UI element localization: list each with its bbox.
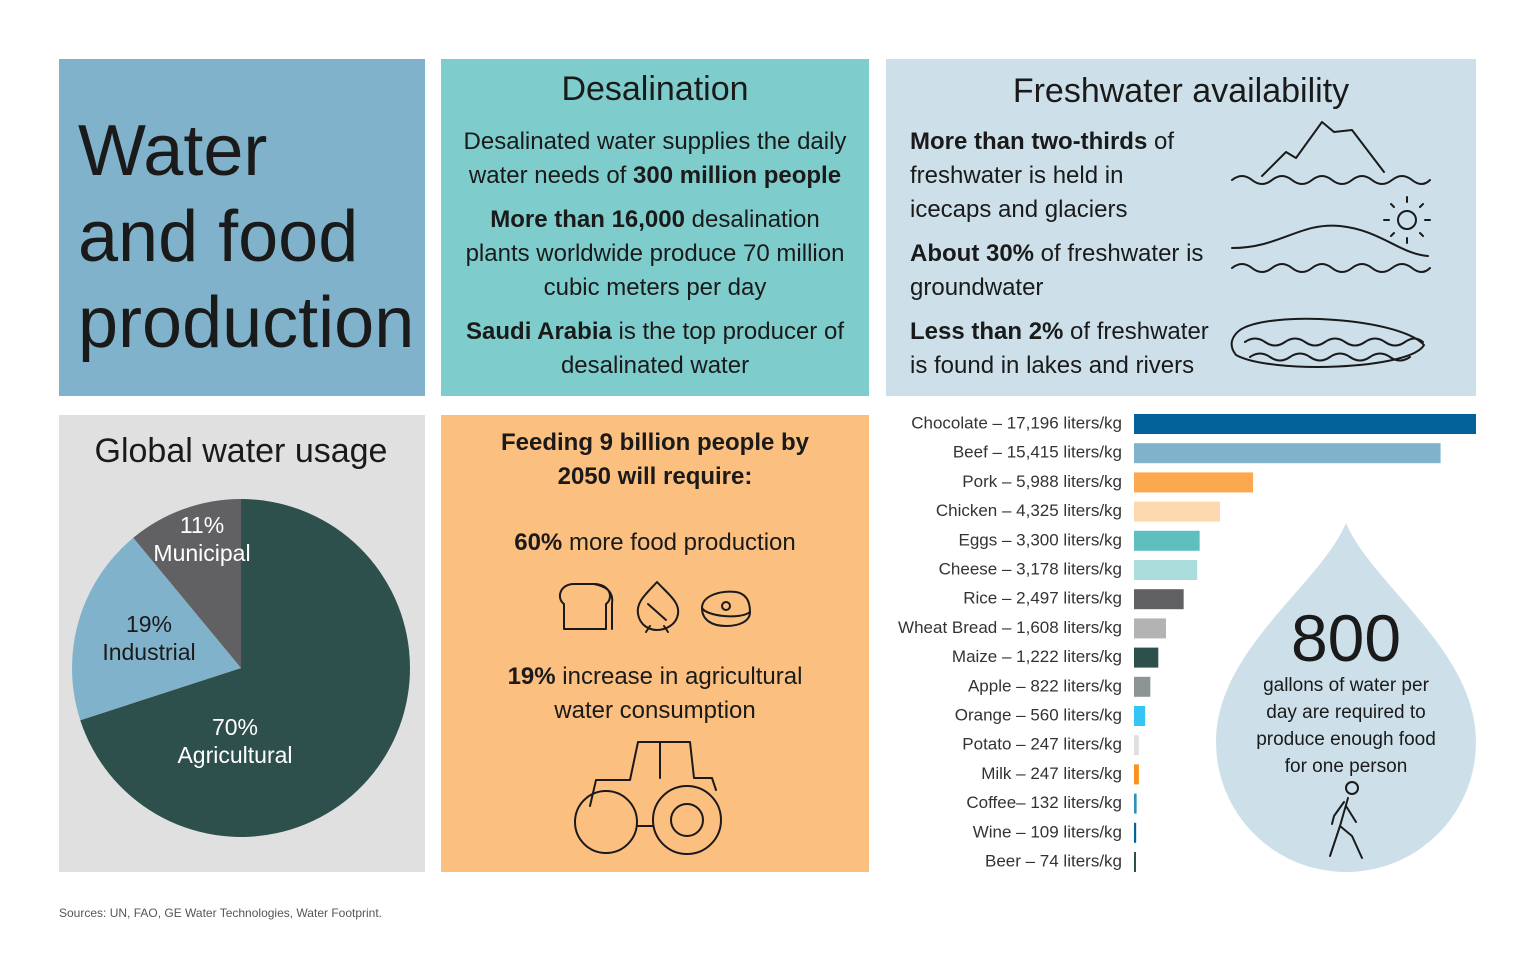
pie-category-label: Municipal bbox=[153, 540, 250, 566]
text: desalination plants worldwide produce 70… bbox=[465, 206, 845, 301]
feeding-item: 60% more food production bbox=[460, 526, 850, 560]
pie-title: Global water usage bbox=[95, 432, 388, 470]
bold-text: More than 16,000 bbox=[490, 206, 685, 233]
bold-text: Saudi Arabia bbox=[466, 318, 612, 345]
groundwater-icon bbox=[1231, 196, 1431, 273]
bar-label: Rice – 2,497 liters/kg bbox=[963, 589, 1122, 608]
bar bbox=[1134, 706, 1146, 726]
pie-value-label: 11% bbox=[180, 512, 224, 538]
bar-label: Milk – 247 liters/kg bbox=[981, 764, 1122, 783]
pie-slice bbox=[133, 499, 241, 668]
desalination-paragraph: More than 16,000 desalination plants wor… bbox=[455, 203, 855, 305]
pie-slice bbox=[80, 499, 411, 837]
bar bbox=[1134, 764, 1139, 785]
bar bbox=[1134, 676, 1151, 697]
desalination-paragraph: Saudi Arabia is the top producer of desa… bbox=[455, 315, 855, 383]
freshwater-panel bbox=[886, 59, 1476, 396]
desalination-text: Desalinated water supplies the daily wat… bbox=[455, 125, 855, 393]
freshwater-item: About 30% of freshwater is groundwater bbox=[910, 237, 1210, 305]
bar-label: Wheat Bread – 1,608 liters/kg bbox=[898, 618, 1122, 637]
bar bbox=[1134, 618, 1166, 639]
bar bbox=[1134, 472, 1254, 493]
food-icons bbox=[558, 581, 751, 633]
sources: Sources: UN, FAO, GE Water Technologies,… bbox=[59, 906, 383, 920]
freshwater-heading: Freshwater availability bbox=[1012, 72, 1350, 110]
bold-text: Less than 2% bbox=[910, 318, 1064, 345]
pie-value-label: 70% bbox=[212, 714, 258, 740]
freshwater-item: More than two-thirds of freshwater is he… bbox=[910, 125, 1210, 227]
bar bbox=[1134, 793, 1137, 814]
title-line: production bbox=[78, 283, 415, 363]
bar-label: Orange – 560 liters/kg bbox=[955, 705, 1122, 724]
drop-caption: gallons of water per day are required to… bbox=[1256, 675, 1436, 777]
pie-category-label: Industrial bbox=[102, 639, 195, 665]
feeding-item: 19% increase in agricultural water consu… bbox=[490, 660, 820, 728]
pie-value-label: 19% bbox=[126, 611, 172, 637]
pie-category-label: Agricultural bbox=[177, 742, 292, 768]
desalination-heading: Desalination bbox=[561, 70, 749, 108]
title-line: and food bbox=[78, 197, 359, 277]
bold-text: More than two-thirds bbox=[910, 128, 1148, 155]
text: is the top producer of desalinated water bbox=[560, 318, 844, 379]
feeding-panel bbox=[441, 415, 869, 872]
water-drop bbox=[1216, 523, 1476, 872]
text: Desalinated water supplies the daily wat… bbox=[463, 128, 847, 189]
bar-label: Wine – 109 liters/kg bbox=[973, 822, 1122, 841]
tractor-icon bbox=[574, 741, 722, 855]
desalination-panel bbox=[441, 59, 869, 396]
bar bbox=[1134, 530, 1200, 551]
feeding-heading: Feeding 9 billion people by 2050 will re… bbox=[500, 429, 810, 490]
bold-text: 19% bbox=[507, 663, 556, 690]
freshwater-text: More than two-thirds of freshwater is he… bbox=[910, 125, 1210, 393]
bar-label: Pork – 5,988 liters/kg bbox=[962, 472, 1122, 491]
desalination-paragraph: Desalinated water supplies the daily wat… bbox=[455, 125, 855, 193]
bar-label: Chicken – 4,325 liters/kg bbox=[936, 501, 1122, 520]
bar bbox=[1134, 560, 1198, 580]
bar-label: Beer – 74 liters/kg bbox=[985, 851, 1122, 870]
drop-number: 800 bbox=[1290, 601, 1402, 675]
bar bbox=[1134, 589, 1184, 610]
bar bbox=[1134, 852, 1136, 872]
text: of freshwater is held in icecaps and gla… bbox=[910, 128, 1175, 223]
lake-icon bbox=[1230, 317, 1425, 368]
bar-label: Coffee– 132 liters/kg bbox=[966, 793, 1122, 812]
text: of freshwater is groundwater bbox=[910, 240, 1204, 301]
bar-label: Potato – 247 liters/kg bbox=[962, 735, 1122, 754]
bold-text: About 30% bbox=[910, 240, 1035, 267]
bar-label: Cheese – 3,178 liters/kg bbox=[939, 559, 1122, 578]
pie-slice bbox=[72, 537, 242, 721]
text: of freshwater is found in lakes and rive… bbox=[910, 318, 1209, 379]
feeding-text: 19% increase in agricultural water consu… bbox=[490, 660, 820, 728]
feeding-text: 60% more food production bbox=[460, 526, 850, 560]
bar bbox=[1134, 501, 1221, 522]
title-line: Water bbox=[78, 111, 268, 191]
freshwater-item: Less than 2% of freshwater is found in l… bbox=[910, 315, 1210, 383]
bar-label: Maize – 1,222 liters/kg bbox=[952, 647, 1122, 666]
text: more food production bbox=[562, 529, 796, 556]
bar bbox=[1134, 735, 1139, 756]
bar-label: Beef – 15,415 liters/kg bbox=[953, 443, 1122, 462]
iceberg-icon bbox=[1231, 121, 1431, 185]
bar bbox=[1134, 822, 1137, 843]
bar-label: Apple – 822 liters/kg bbox=[968, 676, 1122, 695]
bar-label: Eggs – 3,300 liters/kg bbox=[959, 530, 1122, 549]
bold-text: 300 million people bbox=[633, 162, 842, 189]
main-title: Water and food production bbox=[78, 108, 414, 366]
bar bbox=[1134, 414, 1476, 434]
walker-icon bbox=[1329, 781, 1363, 859]
bar bbox=[1134, 443, 1441, 464]
bar bbox=[1134, 647, 1159, 668]
title-panel bbox=[59, 59, 425, 396]
bar-label: Chocolate – 17,196 liters/kg bbox=[911, 413, 1122, 432]
bold-text: 60% bbox=[514, 529, 563, 556]
text: increase in agricultural water consumpti… bbox=[554, 663, 803, 724]
